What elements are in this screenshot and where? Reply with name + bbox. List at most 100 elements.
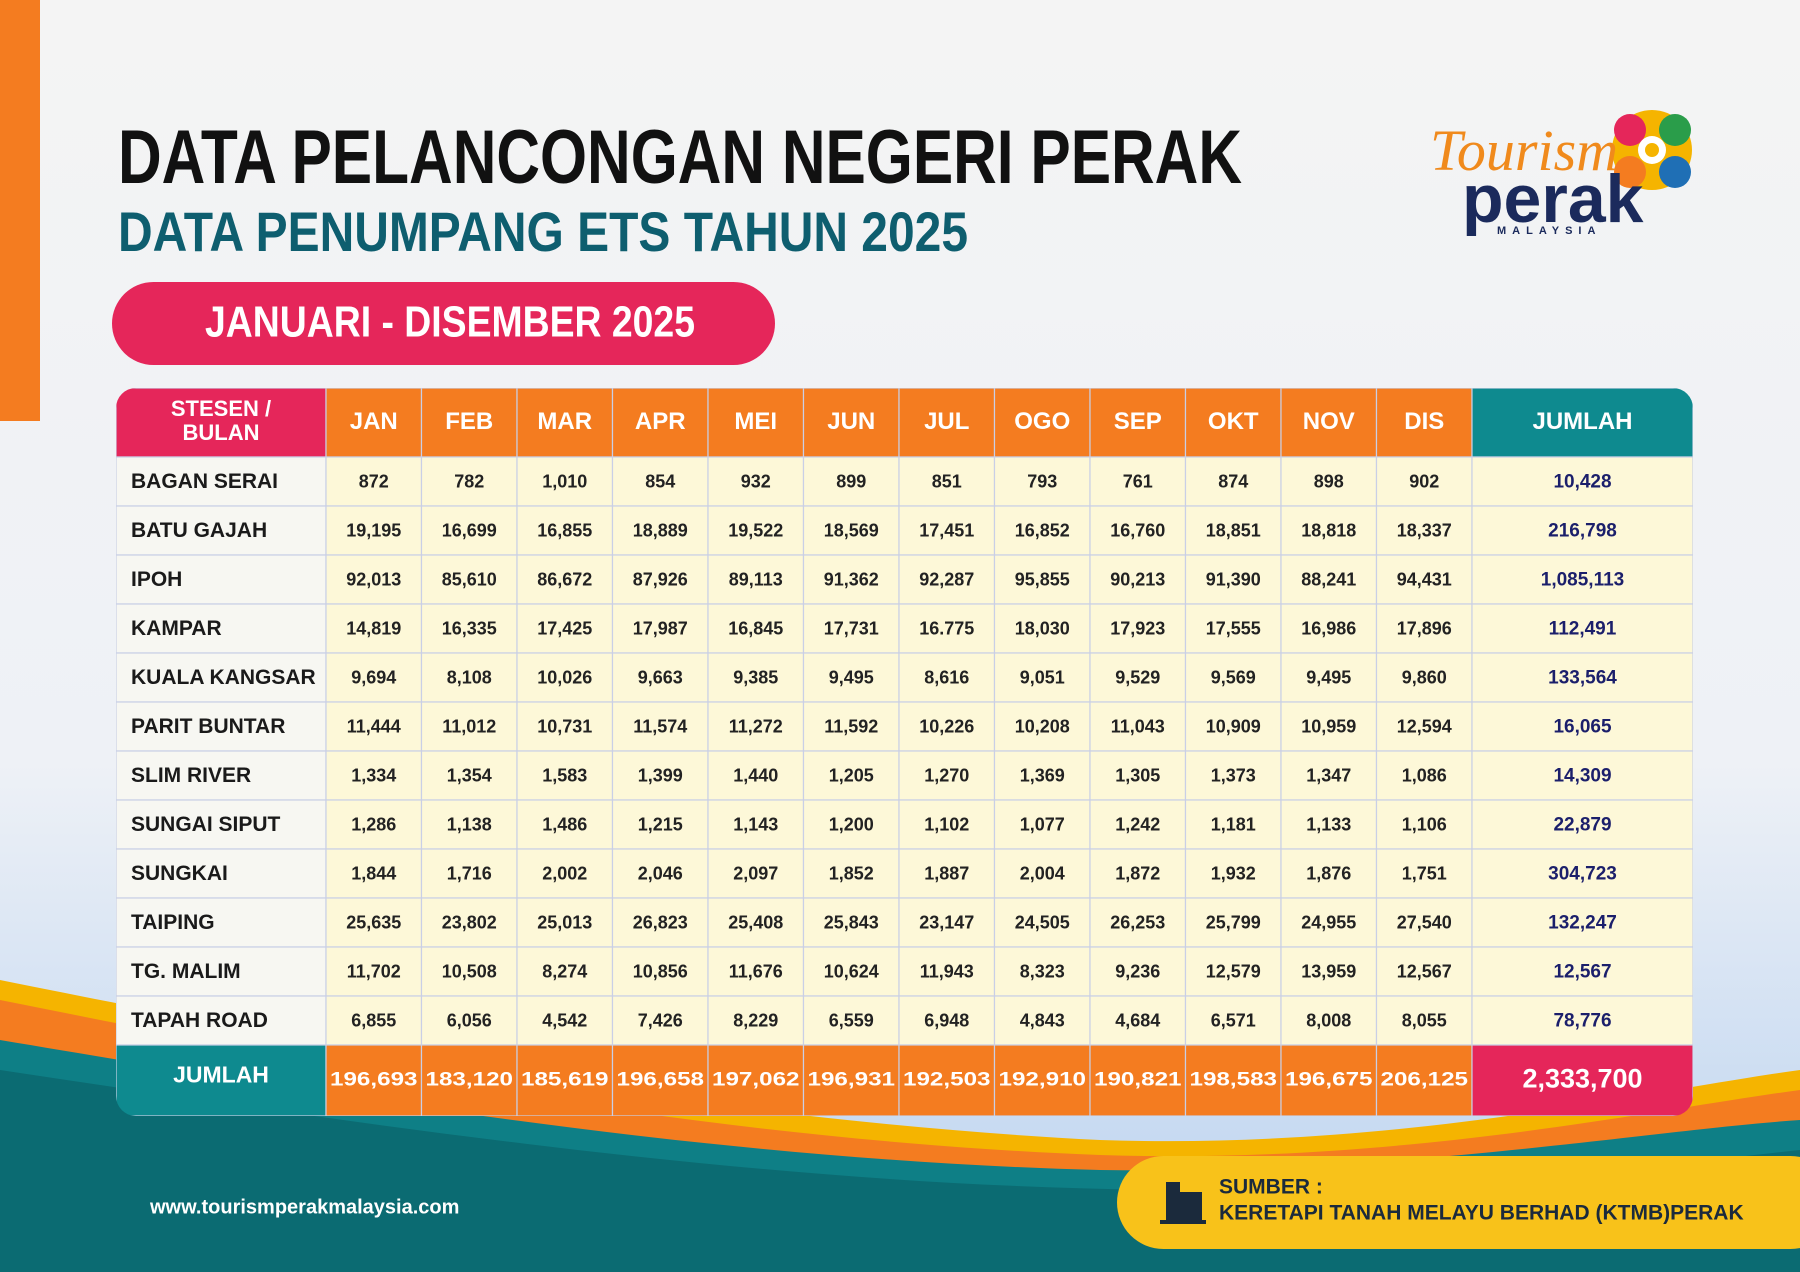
value: 24,955 [1301,912,1356,932]
month-header: NOV [1303,408,1355,435]
grand-total: 2,333,700 [1522,1064,1642,1094]
month-total: 192,503 [903,1070,991,1091]
total-header: JUMLAH [1533,408,1633,435]
header-cell [611,388,709,458]
header-cell [802,388,900,458]
value: 18,030 [1015,618,1070,638]
value: 1,215 [638,814,683,834]
value: 11,012 [442,716,496,736]
source-label: SUMBER : [1219,1176,1323,1199]
value-cell [325,995,423,1046]
value: 1,369 [1020,765,1065,785]
value: 1,205 [829,765,874,785]
value-cell [993,652,1091,703]
value-cell [993,603,1091,654]
value-cell [420,995,518,1046]
value: 9,385 [733,667,778,687]
value: 91,362 [824,569,879,589]
row-total: 132,247 [1548,913,1617,934]
value-cell [993,897,1091,948]
value-cell [325,799,423,850]
month-total: 192,910 [999,1070,1087,1091]
value: 26,253 [1110,912,1165,932]
value: 1,138 [447,814,492,834]
value-cell [611,505,709,556]
value: 4,542 [542,1010,587,1030]
value-cell [802,456,900,507]
month-total: 185,619 [521,1070,609,1091]
value: 851 [932,471,962,491]
value: 90,213 [1110,569,1165,589]
value: 9,495 [1306,667,1351,687]
station-name: TAPAH ROAD [131,1009,268,1032]
value: 25,843 [824,912,879,932]
value-cell [1089,946,1187,997]
value: 17,731 [824,618,879,638]
value: 11,444 [347,716,401,736]
value-cell [1184,897,1282,948]
value: 1,305 [1115,765,1160,785]
value-cell [993,554,1091,605]
row-total: 10,428 [1553,472,1611,493]
subtitle: DATA PENUMPANG ETS TAHUN 2025 [118,200,968,263]
icon-part [1160,1220,1206,1224]
value: 8,055 [1402,1010,1447,1030]
value-cell [516,799,614,850]
value: 8,008 [1306,1010,1351,1030]
total-cell [1471,848,1693,899]
value: 1,887 [924,863,969,883]
source-icon [1160,1182,1206,1224]
value-cell [325,750,423,801]
value: 1,106 [1402,814,1447,834]
value-cell [1089,995,1187,1046]
icon-part [1166,1182,1180,1222]
value-cell [898,554,996,605]
value-cell [707,505,805,556]
value-cell [611,946,709,997]
value: 4,684 [1115,1010,1160,1030]
value: 10,226 [919,716,974,736]
value-cell [420,897,518,948]
footer-cell [325,1044,423,1116]
value: 18,889 [633,520,688,540]
logo-petal [1659,156,1691,188]
value: 12,579 [1206,961,1261,981]
value-cell [611,897,709,948]
value: 10,508 [442,961,497,981]
value: 1,583 [542,765,587,785]
value-cell [1184,750,1282,801]
value-cell [802,848,900,899]
value-cell [611,750,709,801]
value-cell [993,701,1091,752]
value-cell [1375,652,1473,703]
row-total: 1,085,113 [1541,570,1624,591]
value: 23,147 [919,912,974,932]
value: 9,051 [1020,667,1065,687]
value: 782 [454,471,484,491]
value-cell [516,995,614,1046]
value: 1,270 [924,765,969,785]
value: 9,694 [351,667,396,687]
value-cell [1089,505,1187,556]
value-cell [1089,799,1187,850]
row-total: 14,309 [1553,766,1611,787]
value: 1,143 [733,814,778,834]
value-cell [420,505,518,556]
header-cell [420,388,518,458]
value: 16,335 [442,618,497,638]
footer-cell [1280,1044,1378,1116]
logo-country: MALAYSIA [1497,225,1601,237]
value: 10,959 [1301,716,1356,736]
value: 27,540 [1397,912,1452,932]
value: 1,242 [1115,814,1160,834]
month-header: JUL [924,408,969,435]
footer-cell [1089,1044,1187,1116]
value-cell [325,505,423,556]
value: 17,896 [1397,618,1452,638]
logo-name: perak [1462,161,1644,237]
value-cell [1089,456,1187,507]
station-name: KAMPAR [131,617,222,640]
value: 2,002 [542,863,587,883]
